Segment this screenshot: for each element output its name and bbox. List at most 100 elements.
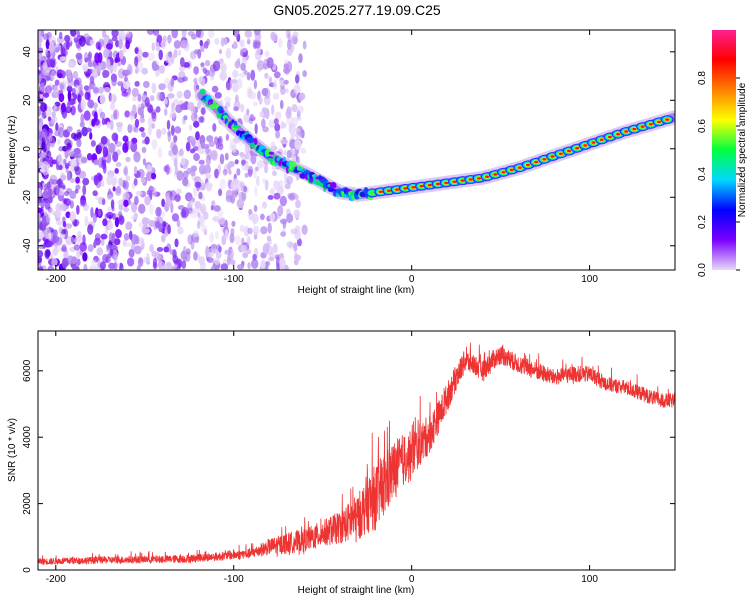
noise-speckle-mark	[209, 232, 215, 243]
noise-speckle-mark	[125, 221, 133, 231]
noise-speckle-mark	[192, 120, 200, 128]
noise-speckle-mark	[94, 52, 100, 64]
noise-speckle-mark	[93, 159, 99, 166]
noise-speckle-mark	[115, 162, 122, 167]
noise-speckle-mark	[272, 79, 278, 90]
noise-speckle-mark	[262, 243, 270, 254]
noise-speckle-mark	[274, 111, 282, 120]
noise-speckle-mark	[300, 147, 307, 154]
noise-speckle-mark	[286, 106, 292, 115]
noise-speckle-mark	[79, 121, 85, 128]
noise-speckle-mark	[146, 30, 155, 36]
noise-speckle-mark	[84, 91, 90, 101]
noise-speckle-mark	[106, 243, 113, 251]
noise-speckle-mark	[96, 247, 104, 256]
noise-speckle-mark	[241, 244, 248, 253]
noise-speckle-mark	[176, 188, 182, 195]
ridge-bead-peak	[632, 127, 637, 131]
noise-speckle-mark	[49, 156, 54, 168]
noise-speckle-mark	[90, 140, 96, 147]
spectrogram-x-ticks: -200 -100 0 100	[46, 30, 598, 285]
noise-speckle-mark	[62, 221, 67, 228]
noise-speckle-mark	[38, 265, 44, 270]
noise-speckle-mark	[182, 76, 188, 82]
noise-speckle-mark	[89, 132, 93, 140]
noise-speckle-mark	[260, 259, 266, 270]
noise-speckle-mark	[241, 159, 247, 165]
noise-speckle-mark	[51, 258, 58, 266]
noise-speckle-mark	[167, 34, 172, 44]
noise-speckle-mark	[74, 188, 79, 194]
noise-speckle-mark	[218, 48, 223, 55]
noise-speckle-mark	[194, 200, 202, 210]
noise-speckle-mark	[133, 166, 138, 175]
noise-speckle-mark	[236, 168, 241, 176]
noise-speckle-mark	[122, 79, 131, 90]
noise-speckle-mark	[264, 163, 269, 174]
noise-speckle-mark	[107, 193, 112, 201]
noise-speckle-mark	[156, 216, 164, 225]
noise-speckle-mark	[196, 101, 202, 110]
noise-speckle-mark	[44, 201, 51, 210]
noise-speckle-mark	[157, 147, 163, 159]
noise-speckle-mark	[224, 249, 232, 256]
noise-speckle-mark	[167, 131, 172, 143]
noise-speckle-mark	[273, 192, 281, 200]
noise-speckle-mark	[53, 85, 59, 96]
noise-speckle-mark	[55, 210, 62, 218]
colorbar-ticks: 0.0 0.2 0.4 0.6 0.8	[697, 71, 740, 277]
noise-speckle-mark	[69, 211, 77, 223]
noise-speckle-mark	[38, 212, 41, 219]
noise-speckle-mark	[133, 125, 139, 133]
noise-speckle-mark	[205, 172, 212, 180]
ridge-bead-peak	[452, 180, 457, 183]
noise-speckle-mark	[228, 169, 232, 176]
noise-speckle-mark	[158, 223, 163, 233]
noise-speckle-mark	[38, 122, 43, 132]
noise-speckle-mark	[267, 222, 272, 234]
noise-speckle-mark	[152, 30, 160, 36]
noise-speckle-mark	[50, 118, 56, 125]
noise-speckle-mark	[64, 162, 70, 169]
noise-speckle-mark	[151, 42, 156, 51]
noise-speckle-mark	[246, 108, 250, 116]
noise-speckle-mark	[137, 168, 145, 179]
noise-speckle-mark	[193, 77, 198, 84]
noise-speckle-mark	[156, 34, 163, 43]
noise-speckle-mark	[173, 158, 178, 168]
noise-speckle-mark	[219, 71, 227, 81]
snr-frame	[37, 330, 676, 571]
x-tick-label: 100	[581, 574, 598, 585]
noise-speckle-mark	[224, 229, 229, 240]
x-tick-label: 0	[409, 574, 415, 585]
noise-speckle-mark	[79, 83, 83, 93]
noise-speckle-mark	[238, 72, 247, 78]
noise-speckle-mark	[295, 194, 299, 201]
noise-speckle-mark	[55, 122, 59, 131]
noise-speckle-mark	[173, 171, 178, 178]
noise-speckle-mark	[218, 188, 223, 197]
noise-speckle-mark	[170, 77, 175, 87]
noise-speckle-mark	[266, 57, 274, 69]
noise-speckle-mark	[179, 57, 185, 68]
noise-speckle-mark	[100, 180, 105, 187]
noise-speckle-mark	[93, 175, 99, 186]
noise-speckle-mark	[63, 191, 70, 197]
noise-speckle-mark	[58, 164, 63, 171]
ridge-bead-peak	[599, 138, 604, 141]
ridge-bead-peak	[386, 189, 391, 192]
noise-speckle-mark	[75, 184, 81, 190]
noise-speckle-mark	[260, 226, 268, 235]
noise-speckle-mark	[129, 110, 135, 117]
noise-speckle-mark	[273, 71, 281, 79]
noise-speckle-mark	[279, 257, 286, 269]
noise-speckle-mark	[212, 216, 220, 222]
ridge-bead-peak	[607, 135, 612, 139]
noise-speckle-mark	[117, 81, 124, 87]
noise-speckle-mark	[176, 90, 183, 99]
ridge-blob	[220, 110, 225, 114]
noise-speckle-mark	[166, 166, 173, 175]
noise-speckle-mark	[67, 90, 72, 102]
noise-speckle-mark	[127, 257, 135, 267]
